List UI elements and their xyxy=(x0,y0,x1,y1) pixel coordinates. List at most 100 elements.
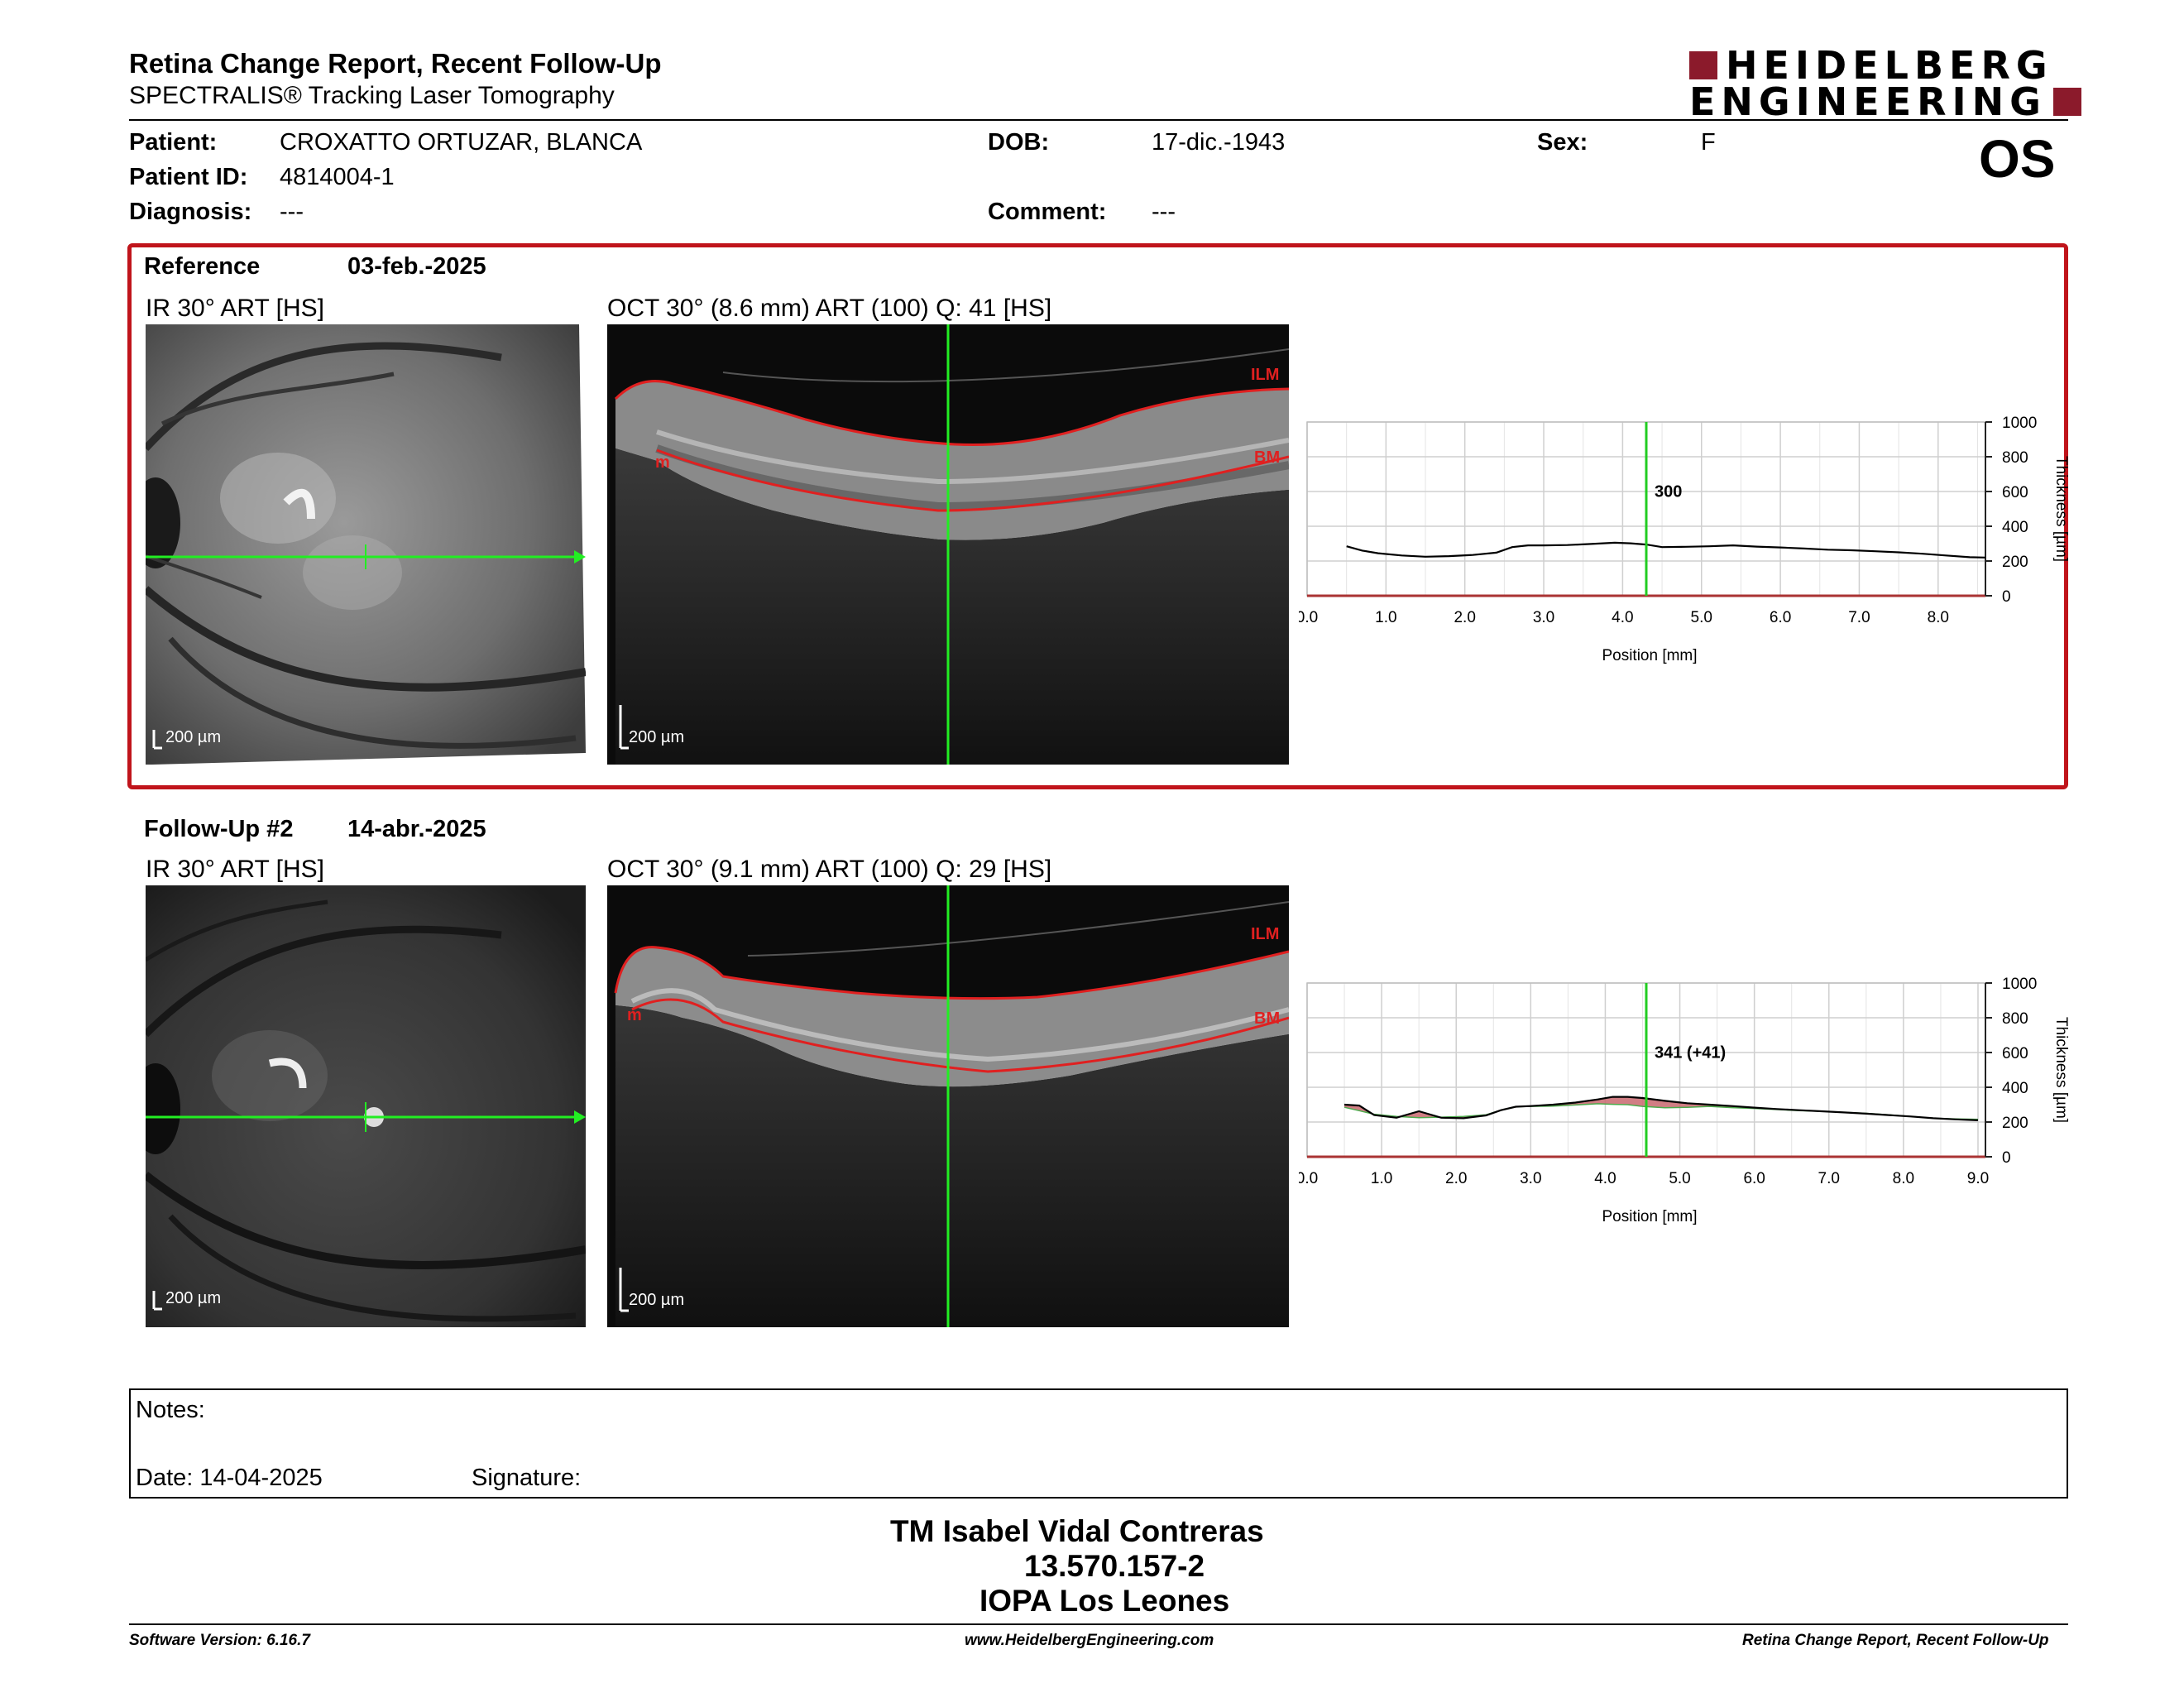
x-tick-label: 6.0 xyxy=(1743,1170,1765,1187)
y-tick-label: 0 xyxy=(2002,588,2011,606)
thickness-line xyxy=(1346,541,1986,559)
sex-label: Sex: xyxy=(1537,129,1588,156)
x-tick-label: 8.0 xyxy=(1928,609,1949,626)
diagnosis-label: Diagnosis: xyxy=(129,199,252,225)
y-tick-label: 800 xyxy=(2002,449,2028,467)
reference-bm-line xyxy=(656,448,1289,512)
software-version: Software Version: 6.16.7 xyxy=(129,1632,310,1649)
logo-square-right xyxy=(2052,88,2081,116)
header-divider xyxy=(129,119,2068,121)
reference-date: 03-feb.-2025 xyxy=(347,253,486,280)
followup-ir-scale: 200 µm xyxy=(165,1289,222,1307)
y-tick-label: 1000 xyxy=(2002,415,2037,432)
logo-line-1: HEIDELBERG xyxy=(1726,43,2053,88)
diagnosis-value: --- xyxy=(280,199,304,225)
reference-ilm-line xyxy=(614,380,1289,447)
x-tick-label: 6.0 xyxy=(1770,609,1791,626)
x-tick-label: 5.0 xyxy=(1669,1170,1690,1187)
followup-bm-line xyxy=(631,998,1289,1073)
footer-website[interactable]: www.HeidelbergEngineering.com xyxy=(965,1632,1214,1649)
x-tick-label: 9.0 xyxy=(1967,1170,1989,1187)
notes-box[interactable] xyxy=(129,1388,2068,1499)
notes-date: Date: 14-04-2025 xyxy=(136,1465,323,1491)
signature-label: Signature: xyxy=(472,1465,582,1491)
patient-id-label: Patient ID: xyxy=(129,164,248,190)
logo-square-left xyxy=(1689,51,1717,79)
report-title: Retina Change Report, Recent Follow-Up xyxy=(129,48,662,79)
followup-label: Follow-Up #2 xyxy=(144,816,294,842)
y-tick-label: 200 xyxy=(2002,1115,2028,1132)
followup-ir-image[interactable]: 200 µm xyxy=(146,885,586,1327)
followup-oct-image[interactable]: ILM BM m 200 µm xyxy=(607,885,1289,1327)
y-tick-label: 600 xyxy=(2002,484,2028,501)
patient-label: Patient: xyxy=(129,129,218,156)
signer-institution: IOPA Los Leones xyxy=(979,1584,1230,1618)
signer-name: TM Isabel Vidal Contreras xyxy=(890,1514,1264,1548)
x-tick-label: 3.0 xyxy=(1533,609,1554,626)
x-tick-label: 2.0 xyxy=(1445,1170,1467,1187)
heidelberg-logo: HEIDELBERG xyxy=(1689,46,2053,84)
x-tick-label: 7.0 xyxy=(1848,609,1870,626)
dob-value: 17-dic.-1943 xyxy=(1152,129,1286,156)
patient-name: CROXATTO ORTUZAR, BLANCA xyxy=(280,129,643,156)
followup-oct-scale: 200 µm xyxy=(629,1291,685,1309)
reference-bm-label: BM xyxy=(1254,448,1281,467)
followup-oct-label: OCT 30° (9.1 mm) ART (100) Q: 29 [HS] xyxy=(607,856,1052,883)
reference-oct-scale: 200 µm xyxy=(629,728,685,746)
reference-thickness-chart: 0.0 1.0 2.0 3.0 4.0 5.0 6.0 7.0 8.0 0 200 400 600 800… xyxy=(1299,415,2068,664)
x-tick-label: 8.0 xyxy=(1893,1170,1914,1187)
thickness-change-area xyxy=(1344,1096,1978,1120)
x-tick-label: 2.0 xyxy=(1454,609,1475,626)
reference-ir-label: IR 30° ART [HS] xyxy=(146,295,324,322)
notes-label: Notes: xyxy=(136,1397,205,1423)
y-tick-label: 200 xyxy=(2002,554,2028,571)
patient-id-value: 4814004-1 xyxy=(280,164,395,190)
reference-ir-scale: 200 µm xyxy=(165,728,222,746)
signer-id: 13.570.157-2 xyxy=(1024,1549,1205,1583)
followup-ilm-label: ILM xyxy=(1251,925,1280,943)
heidelberg-logo-line-2: ENGINEERING xyxy=(1689,83,2081,121)
footer-divider xyxy=(129,1623,2068,1625)
y-tick-label: 800 xyxy=(2002,1010,2028,1028)
y-tick-label: 1000 xyxy=(2002,976,2037,993)
x-tick-label: 0.0 xyxy=(1299,1170,1318,1187)
y-tick-label: 0 xyxy=(2002,1149,2011,1167)
y-tick-label: 400 xyxy=(2002,519,2028,536)
reference-ilm-label: ILM xyxy=(1251,366,1280,384)
x-tick-label: 5.0 xyxy=(1691,609,1712,626)
followup-rpe-mark: m xyxy=(627,1006,642,1024)
reference-oct-image[interactable]: ILM BM m 200 µm xyxy=(607,324,1289,765)
x-tick-label: 7.0 xyxy=(1818,1170,1840,1187)
x-tick-label: 4.0 xyxy=(1612,609,1633,626)
reference-rpe-mark: m xyxy=(655,453,670,472)
comment-label: Comment: xyxy=(988,199,1107,225)
x-tick-label: 4.0 xyxy=(1594,1170,1616,1187)
x-tick-label: 1.0 xyxy=(1375,609,1396,626)
reference-frame xyxy=(127,243,2068,789)
followup-thickness-chart: 0.0 1.0 2.0 3.0 4.0 5.0 6.0 7.0 8.0 9.0 0 200 400 600… xyxy=(1299,976,2068,1225)
y-tick-label: 400 xyxy=(2002,1080,2028,1097)
y-axis-label: Thickness [µm] xyxy=(2052,1017,2068,1123)
followup-ir-label: IR 30° ART [HS] xyxy=(146,856,324,883)
y-tick-label: 600 xyxy=(2002,1045,2028,1062)
footer-report-name: Retina Change Report, Recent Follow-Up xyxy=(1742,1632,2049,1649)
reference-label: Reference xyxy=(144,253,261,280)
followup-date: 14-abr.-2025 xyxy=(347,816,486,842)
logo-line-2: ENGINEERING xyxy=(1689,79,2047,124)
x-axis-label: Position [mm] xyxy=(1602,647,1697,664)
reference-ir-image[interactable]: 200 µm xyxy=(146,324,586,765)
thickness-line xyxy=(1344,1096,1979,1121)
eye-indicator: OS xyxy=(1979,129,2056,189)
cursor-value-label: 341 (+41) xyxy=(1655,1043,1726,1062)
x-tick-label: 0.0 xyxy=(1299,609,1318,626)
reference-oct-label: OCT 30° (8.6 mm) ART (100) Q: 41 [HS] xyxy=(607,295,1052,322)
comment-value: --- xyxy=(1152,199,1176,225)
x-tick-label: 1.0 xyxy=(1371,1170,1392,1187)
y-axis-label: Thickness [µm] xyxy=(2052,456,2068,562)
x-axis-label: Position [mm] xyxy=(1602,1208,1697,1225)
dob-label: DOB: xyxy=(988,129,1050,156)
cursor-value-label: 300 xyxy=(1655,482,1682,501)
report-subtitle: SPECTRALIS® Tracking Laser Tomography xyxy=(129,82,615,109)
sex-value: F xyxy=(1701,129,1716,156)
x-tick-label: 3.0 xyxy=(1520,1170,1541,1187)
